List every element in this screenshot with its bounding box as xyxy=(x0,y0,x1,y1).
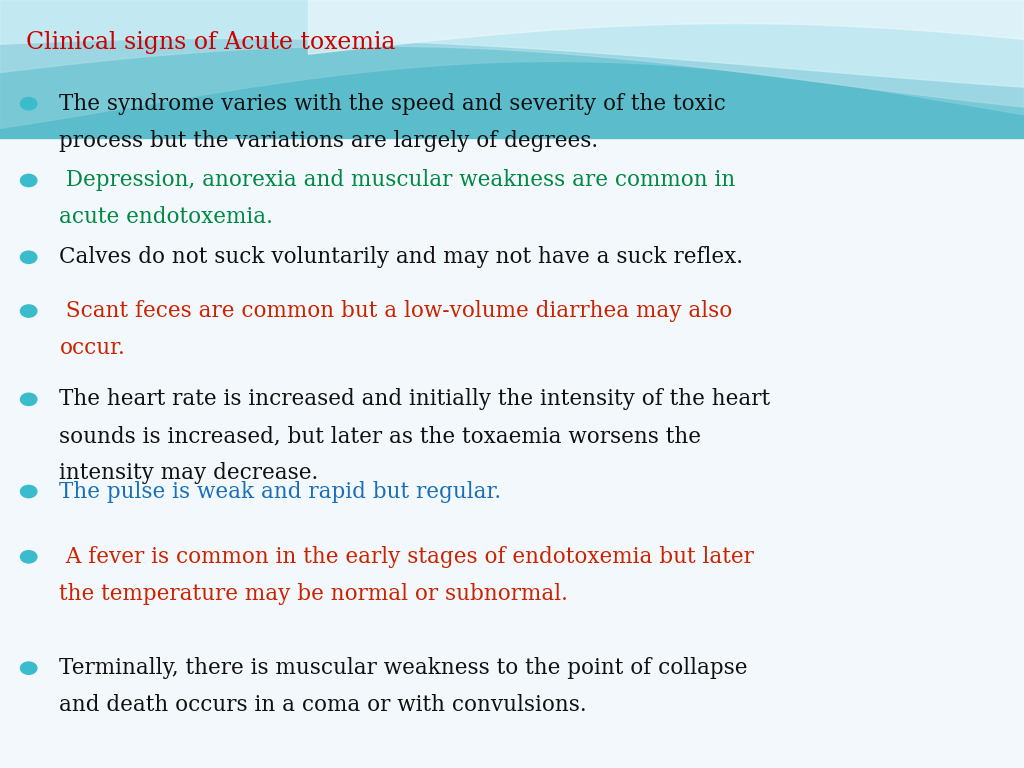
Text: The heart rate is increased and initially the intensity of the heart: The heart rate is increased and initiall… xyxy=(59,389,770,410)
Circle shape xyxy=(20,174,37,187)
Text: sounds is increased, but later as the toxaemia worsens the: sounds is increased, but later as the to… xyxy=(59,425,701,447)
Circle shape xyxy=(20,551,37,563)
Text: the temperature may be normal or subnormal.: the temperature may be normal or subnorm… xyxy=(59,583,568,604)
Text: Depression, anorexia and muscular weakness are common in: Depression, anorexia and muscular weakne… xyxy=(59,170,735,191)
Text: Scant feces are common but a low-volume diarrhea may also: Scant feces are common but a low-volume … xyxy=(59,300,732,322)
Text: The pulse is weak and rapid but regular.: The pulse is weak and rapid but regular. xyxy=(59,481,502,502)
Text: occur.: occur. xyxy=(59,337,125,359)
Text: Terminally, there is muscular weakness to the point of collapse: Terminally, there is muscular weakness t… xyxy=(59,657,748,679)
Circle shape xyxy=(20,485,37,498)
Text: and death occurs in a coma or with convulsions.: and death occurs in a coma or with convu… xyxy=(59,694,587,716)
Circle shape xyxy=(20,98,37,110)
Circle shape xyxy=(20,393,37,406)
Circle shape xyxy=(20,305,37,317)
Text: process but the variations are largely of degrees.: process but the variations are largely o… xyxy=(59,130,598,151)
Circle shape xyxy=(20,251,37,263)
Text: A fever is common in the early stages of endotoxemia but later: A fever is common in the early stages of… xyxy=(59,546,755,568)
Text: intensity may decrease.: intensity may decrease. xyxy=(59,462,318,484)
Circle shape xyxy=(20,662,37,674)
Text: Clinical signs of Acute toxemia: Clinical signs of Acute toxemia xyxy=(26,31,395,54)
Text: acute endotoxemia.: acute endotoxemia. xyxy=(59,207,273,228)
Text: The syndrome varies with the speed and severity of the toxic: The syndrome varies with the speed and s… xyxy=(59,93,726,114)
Text: Calves do not suck voluntarily and may not have a suck reflex.: Calves do not suck voluntarily and may n… xyxy=(59,247,743,268)
